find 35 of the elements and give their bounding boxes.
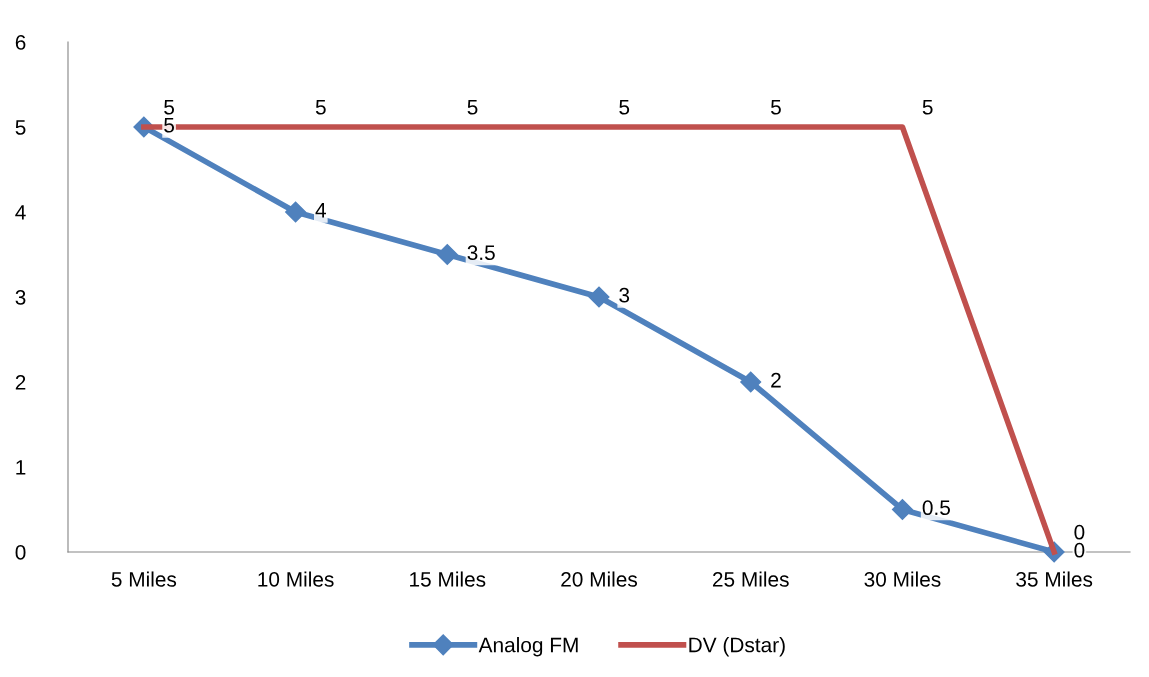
y-tick-label: 4 — [15, 205, 26, 220]
data-label: 3.5 — [467, 245, 495, 261]
y-tick-label: 6 — [15, 35, 26, 50]
data-label: 0 — [1074, 524, 1085, 540]
x-tick-label: 20 Miles — [561, 571, 638, 587]
x-tick-label: 25 Miles — [712, 571, 789, 587]
data-label: 0 — [1074, 542, 1085, 558]
legend-label: DV (Dstar) — [689, 637, 785, 657]
y-tick-label: 0 — [15, 545, 26, 560]
x-tick-label: 30 Miles — [864, 571, 941, 587]
y-tick-label: 1 — [16, 460, 26, 475]
point — [740, 371, 762, 393]
data-label: 2 — [771, 372, 781, 388]
data-label: 5 — [770, 100, 781, 115]
y-tick-label: 2 — [15, 375, 26, 390]
data-label: 4 — [315, 203, 326, 218]
x-tick-label: 10 Miles — [258, 571, 334, 587]
data-label: 5 — [164, 118, 175, 133]
y-tick-label: 5 — [15, 120, 26, 135]
data-label: 5 — [619, 100, 630, 115]
point — [891, 498, 913, 521]
data-label: 3 — [619, 287, 630, 303]
x-tick-label: 5 Miles — [111, 571, 177, 587]
x-tick-label: 15 Miles — [410, 571, 486, 587]
data-label: 5 — [467, 100, 478, 115]
y-tick-label: 3 — [15, 290, 26, 305]
point — [588, 286, 610, 308]
data-label: 5 — [164, 100, 175, 115]
legend-label: Analog FM — [478, 637, 578, 657]
data-label: 5 — [315, 100, 326, 115]
x-tick-label: 35 Miles — [1016, 571, 1093, 587]
data-label: 5 — [922, 100, 933, 115]
point — [285, 201, 307, 223]
data-label: 0.5 — [922, 500, 950, 516]
point — [436, 243, 458, 266]
